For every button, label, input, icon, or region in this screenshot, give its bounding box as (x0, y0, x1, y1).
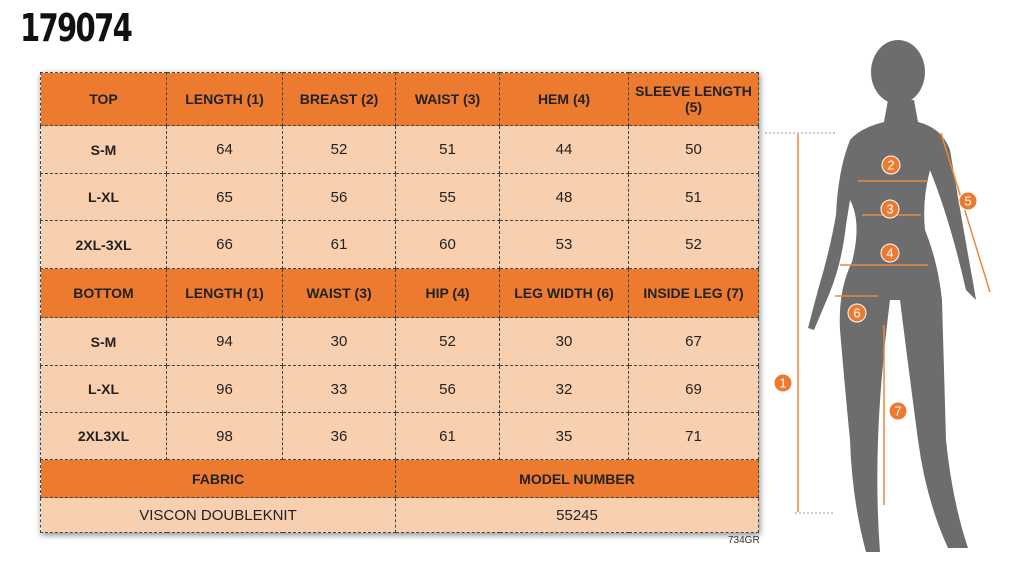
table-cell: 33 (282, 365, 396, 413)
table-cell: 52 (282, 125, 396, 174)
marker-circle (880, 199, 900, 219)
table-cell: 52 (628, 220, 759, 269)
size-table: TOP LENGTH (1) BREAST (2) WAIST (3) HEM (4) S… (40, 72, 759, 533)
marker-label: 1 (779, 376, 786, 391)
table-cell: 44 (499, 125, 629, 174)
silhouette (808, 40, 976, 552)
table-cell: 94 (166, 317, 283, 366)
table-cell: VISCON DOUBLEKNIT (40, 497, 396, 533)
table-cell: 55 (395, 173, 500, 221)
table-cell: 2XL-3XL (40, 220, 167, 269)
table-row: S-M 64 52 51 44 50 (40, 125, 759, 174)
header-cell: LEG WIDTH (6) (499, 268, 629, 318)
table-row: L-XL 65 56 55 48 51 (40, 173, 759, 221)
table-cell: 30 (282, 317, 396, 366)
table-cell: 64 (166, 125, 283, 174)
guide-lines (765, 132, 835, 514)
table-cell: 50 (628, 125, 759, 174)
table-cell: 96 (166, 365, 283, 413)
table-cell: 52 (395, 317, 500, 366)
header-cell: LENGTH (1) (166, 268, 283, 318)
marker-circle (880, 243, 900, 263)
marker-label: 7 (894, 404, 901, 419)
header-cell: BREAST (2) (282, 72, 396, 126)
table-cell: 53 (499, 220, 629, 269)
marker-circle (888, 401, 908, 421)
marker-circle (773, 373, 793, 393)
table-row: 2XL3XL 98 36 61 35 71 (40, 412, 759, 460)
header-cell: HEM (4) (499, 72, 629, 126)
marker-circle (881, 155, 901, 175)
measure-lines (797, 132, 991, 512)
table-cell: 55245 (395, 497, 759, 533)
marker-label: 3 (886, 202, 893, 217)
marker-label: 5 (964, 194, 971, 209)
header-cell: TOP (40, 72, 167, 126)
product-code: 179074 (20, 6, 133, 50)
table-cell: 66 (166, 220, 283, 269)
marker-label: 2 (887, 158, 894, 173)
table-cell: S-M (40, 317, 167, 366)
table-cell: 2XL3XL (40, 412, 167, 460)
table-cell: 69 (628, 365, 759, 413)
marker-circle (958, 191, 978, 211)
marker-label: 4 (886, 246, 893, 261)
markers: 1 2 3 4 5 6 7 (773, 155, 978, 421)
table-row: TOP LENGTH (1) BREAST (2) WAIST (3) HEM (4) S… (40, 72, 759, 126)
table-cell: 56 (282, 173, 396, 221)
table-cell: 56 (395, 365, 500, 413)
footer-code: 734GR (728, 535, 760, 546)
table-cell: 98 (166, 412, 283, 460)
header-cell: FABRIC (40, 459, 396, 498)
table-cell: 61 (395, 412, 500, 460)
table-cell: 48 (499, 173, 629, 221)
table-cell: L-XL (40, 365, 167, 413)
header-cell: LENGTH (1) (166, 72, 283, 126)
header-cell: WAIST (3) (282, 268, 396, 318)
table-row: BOTTOM LENGTH (1) WAIST (3) HIP (4) LEG WIDT… (40, 268, 759, 318)
table-row: FABRIC MODEL NUMBER (40, 459, 759, 498)
table-row: 2XL-3XL 66 61 60 53 52 (40, 220, 759, 269)
table-cell: 67 (628, 317, 759, 366)
header-cell: MODEL NUMBER (395, 459, 759, 498)
table-cell: 35 (499, 412, 629, 460)
header-cell: HIP (4) (395, 268, 500, 318)
table-cell: 65 (166, 173, 283, 221)
header-cell: INSIDE LEG (7) (628, 268, 759, 318)
marker-label: 6 (853, 306, 860, 321)
table-cell: S-M (40, 125, 167, 174)
table-cell: 30 (499, 317, 629, 366)
table-cell: 60 (395, 220, 500, 269)
table-cell: 36 (282, 412, 396, 460)
header-cell: WAIST (3) (395, 72, 500, 126)
table-row: VISCON DOUBLEKNIT 55245 (40, 497, 759, 533)
table-row: L-XL 96 33 56 32 69 (40, 365, 759, 413)
table-cell: L-XL (40, 173, 167, 221)
table-cell: 61 (282, 220, 396, 269)
table-row: S-M 94 30 52 30 67 (40, 317, 759, 366)
header-cell: BOTTOM (40, 268, 167, 318)
table-cell: 51 (395, 125, 500, 174)
table-cell: 32 (499, 365, 629, 413)
header-cell: SLEEVE LENGTH (5) (628, 72, 759, 126)
marker-circle (847, 303, 867, 323)
table-cell: 51 (628, 173, 759, 221)
table-cell: 71 (628, 412, 759, 460)
body-figure: 1 2 3 4 5 6 7 (765, 40, 991, 552)
